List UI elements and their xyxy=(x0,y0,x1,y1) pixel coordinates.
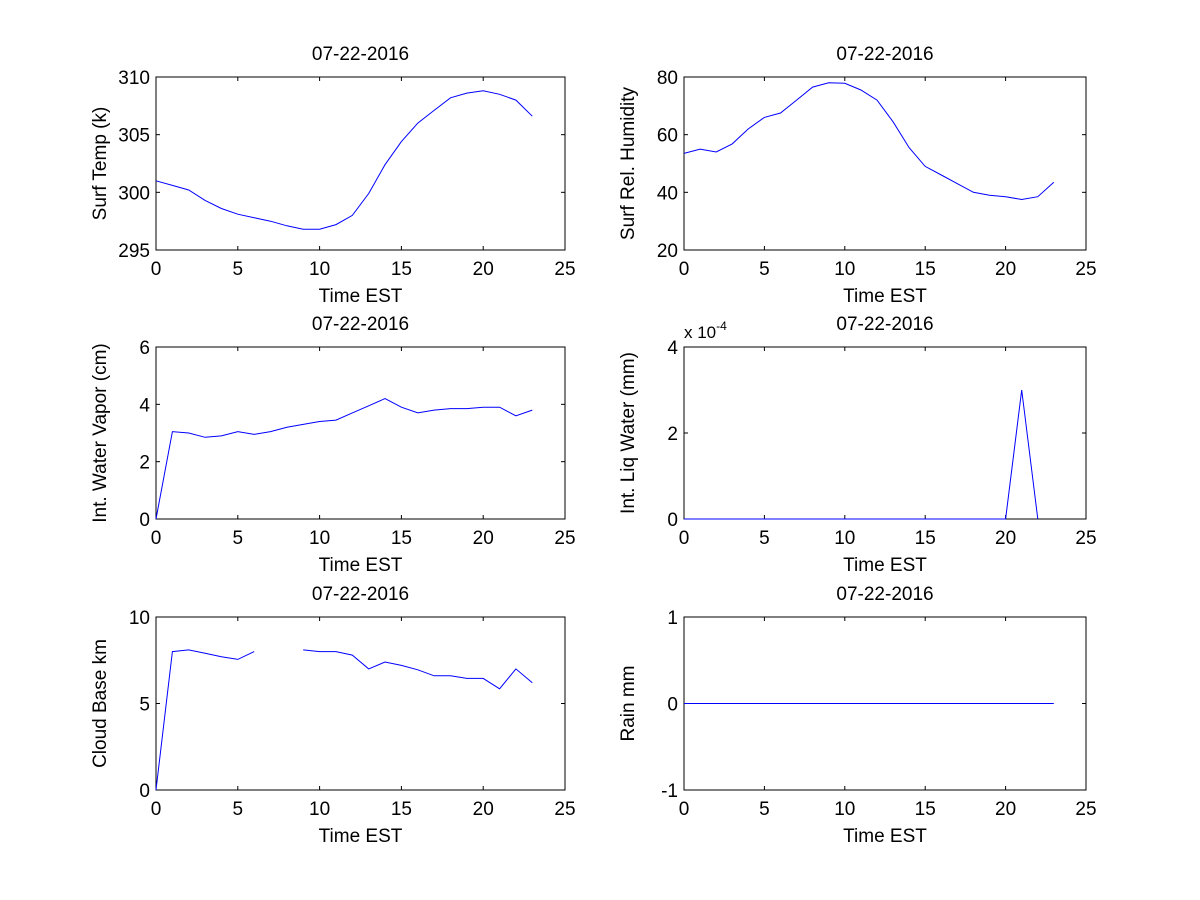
y-tick-label: -1 xyxy=(661,781,678,802)
series-line xyxy=(155,90,533,230)
x-tick-label: 0 xyxy=(679,799,690,820)
x-tick-label: 25 xyxy=(554,259,575,280)
chart-panel-2: 0 5 10 15 20 25 20 40 60 80 07-22-2016 Time EST Surf… xyxy=(618,44,1097,307)
x-tick-label: 10 xyxy=(309,799,330,820)
x-tick-label: 0 xyxy=(679,259,690,280)
y-tick-label: 0 xyxy=(667,695,678,716)
x-tick-label: 25 xyxy=(1075,259,1096,280)
series-line xyxy=(683,82,1055,201)
x-tick-label: 25 xyxy=(554,799,575,820)
x-tick-label: 15 xyxy=(391,259,412,280)
x-tick-label: 10 xyxy=(309,259,330,280)
x-tick-label: 15 xyxy=(391,528,412,549)
chart-title: 07-22-2016 xyxy=(312,314,409,335)
y-exponent-base: x 10 xyxy=(684,323,716,342)
chart-title: 07-22-2016 xyxy=(836,314,933,335)
y-axis-label: Surf Temp (k) xyxy=(90,107,111,221)
x-tick-label: 0 xyxy=(151,259,162,280)
y-tick-label: 60 xyxy=(657,126,678,147)
chart-panel-5: 0 5 10 15 20 25 0 5 10 07-22-2016 Time EST Cloud Ba… xyxy=(90,584,576,847)
axes-box xyxy=(155,76,566,251)
y-tick-label: 6 xyxy=(139,338,150,359)
x-tick-label: 5 xyxy=(759,259,770,280)
x-axis-label: Time EST xyxy=(843,826,927,847)
x-tick-label: 20 xyxy=(473,799,494,820)
y-tick-label: 2 xyxy=(139,453,150,474)
chart-title: 07-22-2016 xyxy=(836,584,933,605)
y-axis-label: Int. Liq Water (mm) xyxy=(618,352,639,514)
axes-box xyxy=(155,616,566,791)
x-tick-label: 25 xyxy=(1075,799,1096,820)
y-tick-label: 40 xyxy=(657,183,678,204)
y-axis-label: Rain mm xyxy=(618,665,639,741)
x-axis-label: Time EST xyxy=(843,286,927,307)
x-tick-label: 10 xyxy=(309,528,330,549)
x-tick-label: 15 xyxy=(915,799,936,820)
y-tick-label: 80 xyxy=(657,68,678,89)
x-axis-label: Time EST xyxy=(319,826,403,847)
x-tick-label: 10 xyxy=(834,259,855,280)
y-tick-label: 1 xyxy=(667,608,678,629)
x-axis-label: Time EST xyxy=(319,286,403,307)
y-tick-label: 0 xyxy=(667,510,678,531)
chart-title: 07-22-2016 xyxy=(312,44,409,65)
axes-box xyxy=(683,346,1087,520)
y-axis-label: Surf Rel. Humidity xyxy=(618,86,639,240)
series-line xyxy=(155,398,533,520)
axes-box xyxy=(155,346,566,520)
y-axis-label: Cloud Base km xyxy=(90,639,111,768)
chart-panel-3: 0 5 10 15 20 25 0 2 4 6 07-22-2016 Time EST Int. Wat… xyxy=(90,314,576,576)
y-tick-label: 0 xyxy=(139,510,150,531)
x-tick-label: 15 xyxy=(915,259,936,280)
y-tick-label: 300 xyxy=(118,183,150,204)
y-tick-label: 305 xyxy=(118,126,150,147)
x-tick-label: 20 xyxy=(995,528,1016,549)
y-tick-label: 5 xyxy=(139,695,150,716)
x-tick-label: 25 xyxy=(554,528,575,549)
x-tick-label: 0 xyxy=(151,799,162,820)
y-tick-label: 10 xyxy=(129,608,150,629)
x-tick-label: 15 xyxy=(915,528,936,549)
x-tick-label: 10 xyxy=(834,528,855,549)
x-tick-label: 0 xyxy=(151,528,162,549)
y-tick-label: 0 xyxy=(139,781,150,802)
x-tick-label: 20 xyxy=(995,799,1016,820)
y-tick-label: 310 xyxy=(118,68,150,89)
x-tick-label: 5 xyxy=(233,799,244,820)
axes-box xyxy=(683,76,1087,251)
x-axis-label: Time EST xyxy=(319,555,403,576)
y-exponent-label: x 10-4 xyxy=(684,319,727,342)
x-tick-label: 25 xyxy=(1075,528,1096,549)
x-tick-label: 5 xyxy=(759,528,770,549)
y-tick-label: 4 xyxy=(667,338,678,359)
x-tick-label: 5 xyxy=(759,799,770,820)
y-tick-label: 2 xyxy=(667,424,678,445)
chart-panel-1: 0 5 10 15 20 25 295 300 305 310 07-22-2016 Time EST… xyxy=(90,44,576,307)
x-tick-label: 20 xyxy=(473,528,494,549)
y-axis-label: Int. Water Vapor (cm) xyxy=(90,343,111,522)
y-tick-label: 4 xyxy=(139,395,150,416)
x-tick-label: 5 xyxy=(233,528,244,549)
x-tick-label: 15 xyxy=(391,799,412,820)
y-exponent-power: -4 xyxy=(716,319,727,333)
x-tick-label: 10 xyxy=(834,799,855,820)
x-tick-label: 20 xyxy=(995,259,1016,280)
x-tick-label: 5 xyxy=(233,259,244,280)
y-tick-label: 295 xyxy=(118,241,150,262)
x-axis-label: Time EST xyxy=(843,555,927,576)
series-line xyxy=(155,649,533,791)
chart-title: 07-22-2016 xyxy=(836,44,933,65)
x-tick-label: 20 xyxy=(473,259,494,280)
chart-panel-4: 0 5 10 15 20 25 0 2 4 07-22-2016 Time EST Int. Liq … xyxy=(618,314,1097,576)
series-line xyxy=(684,389,1039,520)
y-tick-label: 20 xyxy=(657,241,678,262)
x-tick-label: 0 xyxy=(679,528,690,549)
chart-title: 07-22-2016 xyxy=(312,584,409,605)
